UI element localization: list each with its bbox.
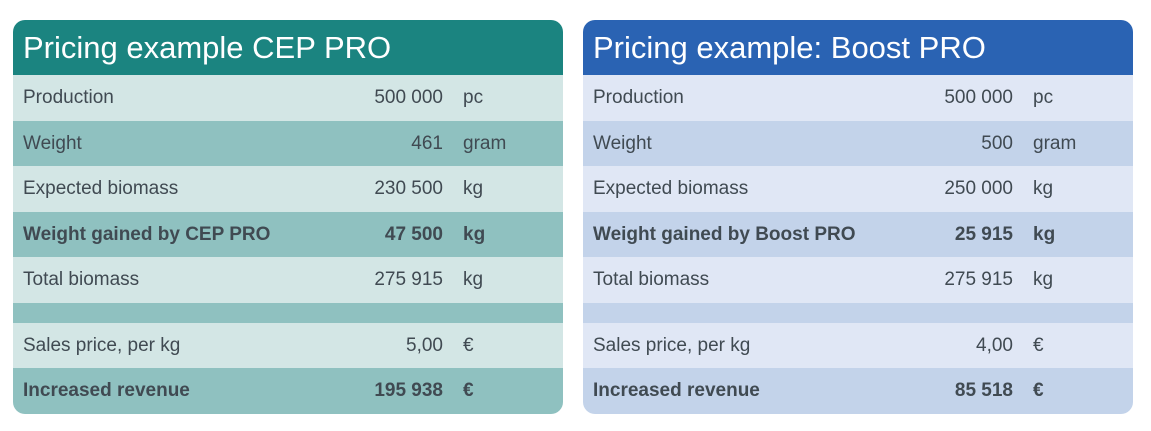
row-label: Expected biomass bbox=[23, 178, 179, 199]
row-unit: gram bbox=[463, 132, 507, 154]
row-unit: € bbox=[1033, 334, 1044, 356]
cep-row-weight-gained: Weight gained by CEP PRO 47 500 kg bbox=[13, 211, 563, 257]
row-label: Total biomass bbox=[593, 269, 710, 290]
row-label: Weight gained by CEP PRO bbox=[23, 223, 271, 245]
boost-row-weight: Weight 500 gram bbox=[583, 120, 1133, 166]
cep-row-expected-biomass: Expected biomass 230 500 kg bbox=[13, 166, 563, 212]
row-unit: pc bbox=[463, 87, 484, 108]
row-unit: kg bbox=[463, 178, 484, 199]
boost-row-weight-gained: Weight gained by Boost PRO 25 915 kg bbox=[583, 211, 1133, 257]
row-unit: kg bbox=[1033, 269, 1054, 290]
row-value: 4,00 bbox=[976, 334, 1013, 356]
row-label: Weight bbox=[23, 132, 82, 154]
row-unit: pc bbox=[1033, 87, 1054, 108]
cep-pro-pricing-table: Pricing example CEP PRO Production 500 0… bbox=[13, 20, 563, 414]
row-label: Production bbox=[593, 87, 684, 108]
boost-row-production: Production 500 000 pc bbox=[583, 75, 1133, 121]
row-label: Increased revenue bbox=[593, 380, 760, 401]
row-value: 25 915 bbox=[954, 223, 1013, 245]
row-unit: € bbox=[463, 334, 474, 356]
row-label: Weight gained by Boost PRO bbox=[593, 223, 856, 245]
cep-row-sales-price: Sales price, per kg 5,00 € bbox=[13, 322, 563, 368]
row-label: Production bbox=[23, 87, 114, 108]
row-value: 85 518 bbox=[954, 380, 1013, 401]
row-value: 195 938 bbox=[374, 380, 443, 401]
cep-row-production: Production 500 000 pc bbox=[13, 75, 563, 121]
row-label: Sales price, per kg bbox=[593, 334, 751, 356]
row-unit: kg bbox=[463, 223, 486, 245]
cep-spacer-row bbox=[13, 302, 563, 323]
row-label: Total biomass bbox=[23, 269, 140, 290]
boost-row-expected-biomass: Expected biomass 250 000 kg bbox=[583, 166, 1133, 212]
row-value: 275 915 bbox=[374, 269, 443, 290]
row-unit: kg bbox=[463, 269, 484, 290]
row-value: 5,00 bbox=[406, 334, 443, 356]
row-value: 500 000 bbox=[374, 87, 443, 108]
row-label: Sales price, per kg bbox=[23, 334, 181, 356]
row-value: 275 915 bbox=[944, 269, 1013, 290]
row-unit: kg bbox=[1033, 178, 1054, 199]
cep-row-total-biomass: Total biomass 275 915 kg bbox=[13, 257, 563, 303]
row-value: 250 000 bbox=[944, 178, 1013, 199]
row-unit: kg bbox=[1033, 223, 1056, 245]
boost-pro-pricing-table: Pricing example: Boost PRO Production 50… bbox=[583, 20, 1133, 414]
boost-row-increased-revenue: Increased revenue 85 518 € bbox=[583, 368, 1133, 414]
row-label: Expected biomass bbox=[593, 178, 749, 199]
boost-pro-title: Pricing example: Boost PRO bbox=[583, 20, 1133, 75]
cep-row-increased-revenue: Increased revenue 195 938 € bbox=[13, 368, 563, 414]
row-value: 230 500 bbox=[374, 178, 443, 199]
row-unit: € bbox=[1033, 380, 1044, 401]
row-unit: € bbox=[463, 380, 474, 401]
row-label: Weight bbox=[593, 132, 652, 154]
cep-pro-title: Pricing example CEP PRO bbox=[13, 20, 563, 75]
boost-spacer-row bbox=[583, 302, 1133, 323]
boost-row-sales-price: Sales price, per kg 4,00 € bbox=[583, 322, 1133, 368]
boost-row-total-biomass: Total biomass 275 915 kg bbox=[583, 257, 1133, 303]
row-value: 500 000 bbox=[944, 87, 1013, 108]
cep-row-weight: Weight 461 gram bbox=[13, 120, 563, 166]
row-label: Increased revenue bbox=[23, 380, 190, 401]
row-unit: gram bbox=[1033, 132, 1077, 154]
row-value: 500 bbox=[981, 132, 1013, 154]
row-value: 47 500 bbox=[384, 223, 443, 245]
row-value: 461 bbox=[411, 132, 443, 154]
